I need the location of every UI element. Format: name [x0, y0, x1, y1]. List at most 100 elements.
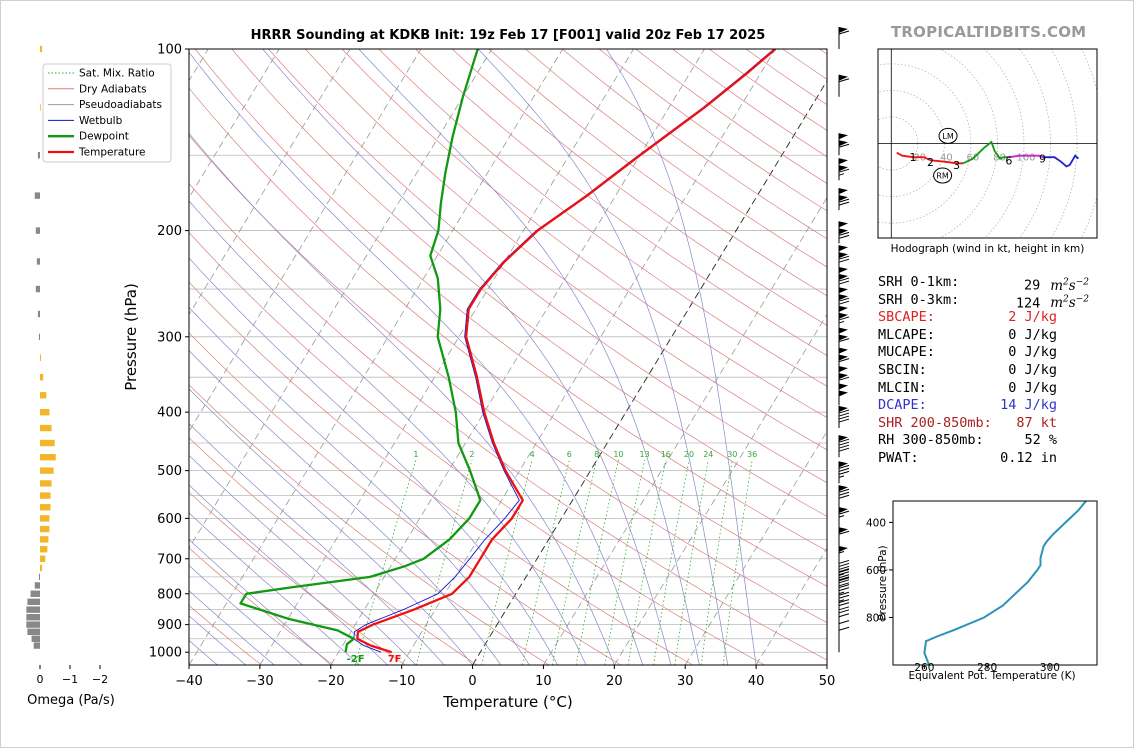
barb-half-flag — [839, 321, 844, 323]
stat-label: SRH 0-1km: — [878, 274, 959, 292]
x-tick-label: −20 — [317, 674, 344, 689]
mixing-ratio-line — [482, 460, 532, 665]
wind-barb — [839, 158, 849, 180]
omega-bar — [27, 629, 40, 635]
stat-value: 0 J/kg — [1008, 362, 1057, 380]
x-tick-label: 0 — [468, 674, 476, 689]
omega-bar — [40, 374, 43, 380]
barb-flag — [839, 448, 849, 451]
barb-half-flag — [839, 551, 844, 553]
barb-pennant — [839, 384, 848, 390]
barb-flag — [839, 627, 849, 630]
omega-tick-label: −2 — [92, 673, 108, 686]
hodograph-height-marker: 9 — [1039, 153, 1046, 166]
wind-barb — [839, 27, 849, 49]
mixing-ratio-label: 30 — [727, 450, 737, 459]
barb-flag — [839, 281, 849, 284]
wind-barb — [839, 384, 848, 406]
stat-row: PWAT:0.12 in — [878, 450, 1093, 468]
storm-motion-label: LM — [942, 132, 953, 141]
omega-bar — [40, 492, 51, 498]
omega-tick-label: 0 — [37, 673, 44, 686]
stat-label: MLCAPE: — [878, 327, 935, 345]
y-tick-label: 200 — [157, 224, 182, 239]
barb-pennant — [839, 158, 848, 164]
barb-flag — [839, 202, 849, 205]
x-tick-label: 20 — [606, 674, 623, 689]
barb-flag — [839, 621, 849, 624]
stat-value: 0 J/kg — [1008, 380, 1057, 398]
theta-e-y-tick-label: 400 — [866, 517, 886, 529]
mixing-ratio-label: 20 — [684, 450, 694, 459]
y-tick-label: 600 — [157, 512, 182, 527]
hodograph-ring-label: 100 — [1016, 153, 1035, 164]
barb-flag — [839, 492, 849, 495]
stat-label: SBCAPE: — [878, 309, 935, 327]
wind-barb — [839, 245, 849, 267]
omega-bar — [40, 425, 52, 431]
barb-pennant — [839, 287, 848, 293]
stat-label: RH 300-850mb: — [878, 432, 984, 450]
mixing-ratio-label: 10 — [613, 450, 623, 459]
wind-barb — [839, 221, 849, 243]
skew-t-frame — [189, 49, 827, 665]
omega-bar — [40, 504, 51, 510]
omega-bar — [40, 536, 48, 542]
barb-flag — [839, 495, 849, 498]
stat-value: 52 % — [1024, 432, 1057, 450]
theta-e-frame — [893, 501, 1097, 665]
omega-bar — [37, 258, 40, 264]
isotherm — [118, 49, 492, 665]
wind-barb — [839, 507, 849, 529]
barb-pennant — [839, 267, 848, 273]
y-tick-label: 900 — [157, 618, 182, 633]
pseudoadiabat — [125, 49, 614, 665]
barb-flag — [839, 603, 849, 606]
theta-e-area — [924, 501, 1086, 665]
barb-flag — [839, 259, 849, 262]
surface-dewpoint-label: -2F — [347, 654, 365, 665]
barb-pennant — [839, 328, 848, 334]
omega-bar — [35, 192, 40, 198]
x-tick-label: −10 — [388, 674, 415, 689]
omega-bar — [27, 599, 40, 605]
x-tick-label: −40 — [175, 674, 202, 689]
wind-barb — [839, 328, 849, 350]
barb-pennant — [839, 188, 848, 194]
barb-half-flag — [839, 476, 844, 478]
barb-flag — [839, 445, 849, 448]
omega-bar — [39, 334, 40, 340]
stat-row: MUCAPE:0 J/kg — [878, 344, 1093, 362]
omega-bar — [40, 526, 49, 532]
stat-value: 2 J/kg — [1008, 309, 1057, 327]
y-tick-label: 300 — [157, 330, 182, 345]
mixing-ratio-line — [701, 460, 732, 665]
mixing-ratio-label: 2 — [469, 450, 474, 459]
hodograph-height-marker: 2 — [927, 156, 934, 169]
barb-pennant — [839, 348, 848, 354]
wind-barb — [839, 461, 849, 483]
hodograph-height-marker: 3 — [953, 159, 960, 172]
mixing-ratio-label: 16 — [661, 450, 671, 459]
barb-flag — [839, 563, 849, 566]
y-tick-label: 400 — [157, 406, 182, 421]
omega-bar — [40, 454, 56, 460]
y-tick-label: 800 — [157, 587, 182, 602]
omega-bar — [40, 392, 46, 398]
wind-barb — [839, 287, 849, 309]
isotherm — [189, 49, 563, 665]
omega-bar — [40, 355, 41, 361]
omega-bar — [38, 152, 40, 158]
barb-half-flag — [839, 174, 844, 176]
legend-label: Sat. Mix. Ratio — [79, 68, 155, 80]
omega-bar — [40, 46, 42, 52]
mixing-ratio-line — [576, 460, 618, 665]
y-axis-label: Pressure (hPa) — [122, 283, 140, 391]
omega-bar — [26, 614, 40, 620]
omega-bar — [26, 621, 40, 627]
mixing-ratio-label: 24 — [703, 450, 713, 459]
stat-row: SHR 200-850mb:87 kt — [878, 415, 1093, 433]
barb-pennant — [839, 133, 848, 139]
x-tick-label: 50 — [819, 674, 836, 689]
